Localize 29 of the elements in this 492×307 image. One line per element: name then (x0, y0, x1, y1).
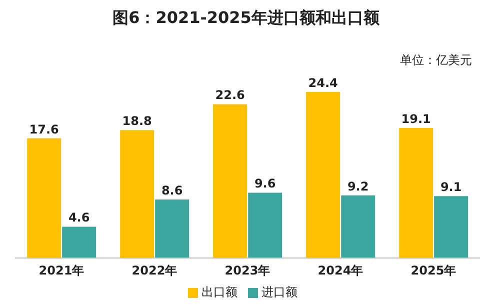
bar (27, 138, 62, 258)
x-tick-label: 2021年 (38, 264, 84, 278)
data-label: 17.6 (29, 122, 59, 136)
bar (434, 196, 468, 258)
x-tick-label: 2025年 (410, 264, 456, 278)
x-tick-label: 2023年 (224, 264, 270, 278)
bar (120, 130, 154, 258)
data-label: 24.4 (308, 76, 338, 90)
data-label: 22.6 (215, 88, 245, 102)
bar (306, 92, 340, 258)
bar (62, 226, 96, 258)
chart-title: 图6：2021-2025年进口额和出口额 (112, 8, 380, 29)
x-tick-label: 2024年 (318, 264, 364, 278)
data-label: 18.8 (122, 114, 152, 128)
data-label: 9.1 (440, 180, 462, 194)
bar (399, 128, 434, 258)
x-tick-label: 2022年 (132, 264, 178, 278)
bar (248, 192, 282, 258)
data-label: 9.6 (254, 176, 276, 191)
data-label: 4.6 (68, 210, 90, 225)
bar (341, 195, 376, 258)
data-label: 19.1 (401, 112, 431, 126)
legend-label: 出口额 (202, 285, 238, 299)
data-label: 8.6 (161, 183, 183, 198)
bar (213, 104, 248, 258)
text: 单位：亿美元 (400, 52, 472, 69)
data-label: 9.2 (347, 179, 369, 194)
legend-label: 进口额 (262, 285, 298, 299)
bar (155, 199, 190, 258)
